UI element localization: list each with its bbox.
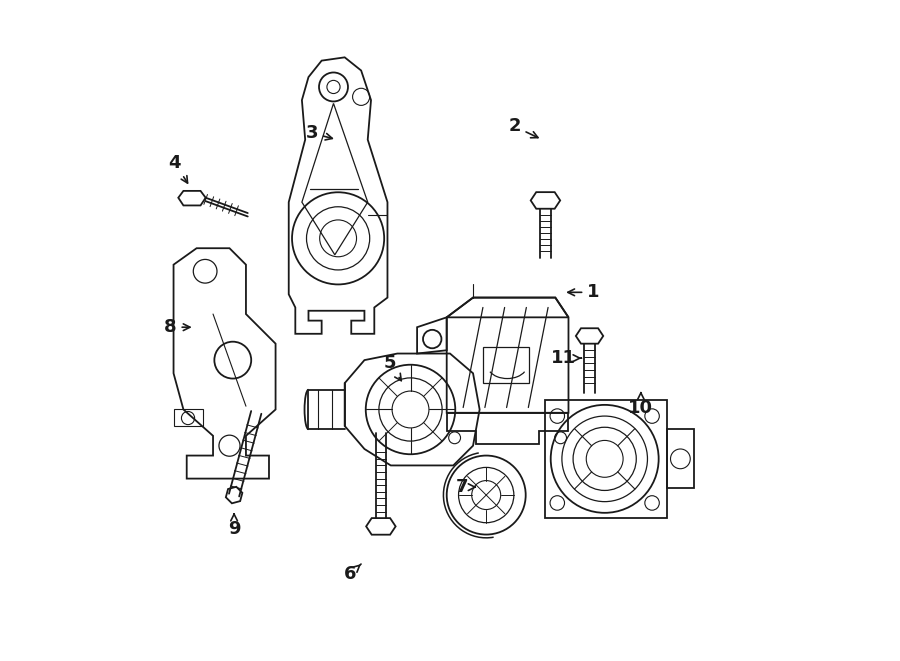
Text: 2: 2 — [508, 118, 538, 137]
Text: 1: 1 — [568, 284, 599, 301]
Text: 5: 5 — [383, 354, 401, 381]
Text: 7: 7 — [455, 478, 475, 496]
Text: 4: 4 — [168, 153, 187, 183]
Text: 8: 8 — [164, 318, 190, 336]
Text: 6: 6 — [344, 564, 361, 583]
Text: 9: 9 — [228, 514, 240, 538]
Text: 10: 10 — [628, 393, 653, 417]
Text: 3: 3 — [305, 124, 332, 142]
Text: 11: 11 — [551, 349, 581, 367]
